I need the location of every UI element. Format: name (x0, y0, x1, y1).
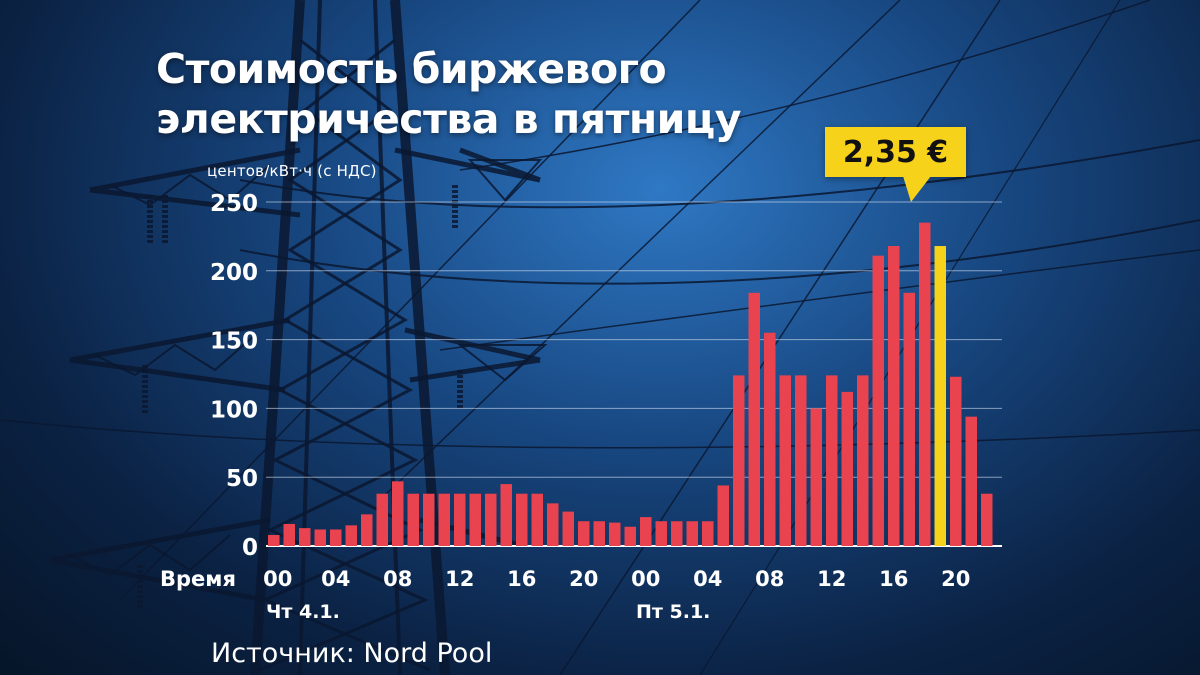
bar (438, 493, 450, 546)
bar-highlight (934, 246, 946, 547)
bar (547, 503, 559, 546)
x-tick-label: 08 (755, 567, 784, 591)
bar (965, 416, 977, 546)
x-tick-label: 20 (569, 567, 598, 591)
bar (345, 525, 357, 546)
bar (392, 481, 404, 546)
y-tick-label: 50 (226, 466, 258, 492)
bar (454, 493, 466, 546)
bar (950, 376, 962, 546)
bar (314, 529, 326, 546)
bar (779, 375, 791, 546)
bar (531, 493, 543, 546)
bar (578, 521, 590, 546)
bar (624, 526, 636, 546)
x-tick-label: 16 (507, 567, 536, 591)
bar (764, 332, 776, 546)
bar (655, 521, 667, 546)
y-axis-unit-label: центов/кВт·ч (с НДС) (207, 162, 377, 180)
x-tick-label: 12 (817, 567, 846, 591)
bar (376, 493, 388, 546)
bar (485, 493, 497, 546)
x-axis-label: Время (160, 567, 236, 591)
x-tick-label: 12 (445, 567, 474, 591)
bar (330, 529, 342, 546)
bar (593, 521, 605, 546)
x-tick-label: 00 (631, 567, 660, 591)
bar (283, 523, 295, 546)
bar (795, 375, 807, 546)
bar (888, 246, 900, 547)
day-label-friday: Пт 5.1. (636, 601, 711, 623)
chart-title-line-2: электричества в пятницу (156, 95, 742, 143)
chart-title: Стоимость биржевого электричества в пятн… (156, 44, 742, 144)
bar (609, 522, 621, 546)
bar (407, 493, 419, 546)
bar (299, 528, 311, 546)
bars (268, 222, 993, 547)
x-tick-label: 00 (263, 567, 292, 591)
bar (686, 521, 698, 546)
y-axis-ticks: 0 50 100 150 200 250 (210, 191, 258, 561)
bar (702, 521, 714, 546)
bar (562, 511, 574, 546)
x-tick-label: 04 (321, 567, 350, 591)
bar (671, 521, 683, 546)
day-label-thursday: Чт 4.1. (266, 601, 340, 623)
chart-title-line-1: Стоимость биржевого (156, 45, 667, 93)
x-tick-label: 08 (383, 567, 412, 591)
bar (640, 517, 652, 546)
bar (733, 375, 745, 546)
x-axis-ticks: 00 04 08 12 16 20 00 04 08 12 16 20 (263, 567, 970, 591)
bar (469, 493, 481, 546)
source-note: Источник: Nord Pool (211, 638, 493, 669)
bar (857, 375, 869, 546)
bar (423, 493, 435, 546)
y-tick-label: 150 (210, 329, 258, 355)
bar (748, 292, 760, 546)
bar (903, 292, 915, 546)
bar (810, 408, 822, 546)
bar (717, 485, 729, 546)
y-tick-label: 250 (210, 191, 258, 217)
bar (826, 375, 838, 546)
x-tick-label: 04 (693, 567, 722, 591)
y-tick-label: 100 (210, 397, 258, 423)
y-tick-label: 200 (210, 260, 258, 286)
x-tick-label: 20 (941, 567, 970, 591)
bar (981, 493, 993, 546)
bar (268, 534, 280, 546)
bar (516, 493, 528, 546)
bar (500, 484, 512, 546)
bar (361, 514, 373, 546)
bar (841, 391, 853, 546)
bar (872, 255, 884, 546)
x-tick-label: 16 (879, 567, 908, 591)
callout-pointer (903, 176, 931, 202)
y-tick-label: 0 (242, 535, 258, 561)
highlight-price-callout: 2,35 € (825, 127, 966, 177)
bar (919, 222, 931, 546)
